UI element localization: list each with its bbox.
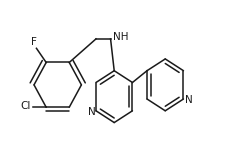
Text: NH: NH — [113, 32, 129, 42]
Text: Cl: Cl — [20, 101, 31, 111]
Text: N: N — [88, 107, 95, 117]
Text: N: N — [185, 95, 193, 105]
Text: F: F — [31, 37, 36, 47]
